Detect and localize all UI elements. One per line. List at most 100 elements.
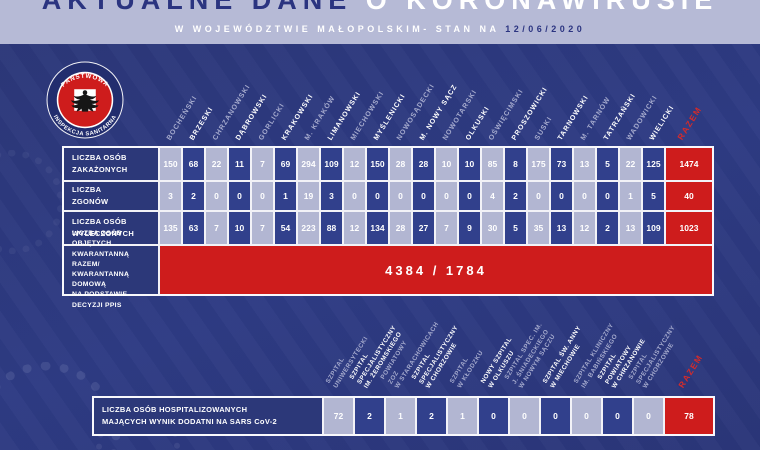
data-cell: 7 [252, 212, 273, 244]
data-cell: 35 [528, 212, 549, 244]
data-cell: 28 [413, 148, 434, 180]
data-cell: 28 [390, 148, 411, 180]
data-cell: 5 [597, 148, 618, 180]
data-cell: 0 [574, 182, 595, 210]
data-cell: 12 [574, 212, 595, 244]
data-cell: 0 [510, 398, 539, 434]
data-cell: 294 [298, 148, 319, 180]
data-cell: 3 [160, 182, 181, 210]
data-cell: 73 [551, 148, 572, 180]
data-cell: 12 [344, 148, 365, 180]
data-cell: 0 [479, 398, 508, 434]
data-cell: 10 [229, 212, 250, 244]
data-cell: 0 [413, 182, 434, 210]
eagle-icon [71, 90, 99, 112]
data-cell: 1 [448, 398, 477, 434]
data-cell: 2 [505, 182, 526, 210]
data-cell: 10 [459, 148, 480, 180]
data-cell: 69 [275, 148, 296, 180]
data-cell: 22 [206, 148, 227, 180]
data-cell: 7 [252, 148, 273, 180]
data-cell: 5 [505, 212, 526, 244]
data-cell: 12 [344, 212, 365, 244]
data-cell: 2 [597, 212, 618, 244]
report-date: 12/06/2020 [505, 24, 586, 34]
county-table: LICZBA OSÓB ZAKAŻONYCH 150 68 22 11 7 69 294 109… [62, 146, 714, 309]
data-cell: 1 [620, 182, 641, 210]
row-label: LICZBA OSÓB ZAKAŻONYCH [64, 148, 158, 180]
data-cell: 1 [386, 398, 415, 434]
data-cell: 1 [275, 182, 296, 210]
total-cell: 1023 [666, 212, 712, 244]
data-cell: 68 [183, 148, 204, 180]
row-label: LICZBA ZGONÓW [64, 182, 158, 210]
data-cell: 0 [252, 182, 273, 210]
data-cell: 150 [160, 148, 181, 180]
data-cell: 0 [551, 182, 572, 210]
data-cell: 134 [367, 212, 388, 244]
data-cell: 0 [603, 398, 632, 434]
quarantine-value: 4384 / 1784 [160, 246, 712, 294]
data-cell: 109 [321, 148, 342, 180]
virus-doodle [0, 150, 64, 254]
data-cell: 2 [355, 398, 384, 434]
data-cell: 0 [528, 182, 549, 210]
data-cell: 0 [206, 182, 227, 210]
data-cell: 3 [321, 182, 342, 210]
data-cell: 88 [321, 212, 342, 244]
razem-column-header: RAZEM [675, 103, 704, 142]
data-cell: 11 [229, 148, 250, 180]
data-cell: 2 [417, 398, 446, 434]
data-cell: 125 [643, 148, 664, 180]
subtitle-text: W WOJEWÓDZTWIE MAŁOPOLSKIM- STAN NA [174, 24, 500, 34]
data-cell: 2 [183, 182, 204, 210]
data-cell: 13 [551, 212, 572, 244]
sanepid-logo: PAŃSTWOWA INSPEKCJA SANITARNA [46, 61, 124, 139]
data-cell: 85 [482, 148, 503, 180]
data-cell: 0 [597, 182, 618, 210]
data-cell: 0 [459, 182, 480, 210]
data-cell: 10 [436, 148, 457, 180]
data-cell: 109 [643, 212, 664, 244]
data-cell: 13 [620, 212, 641, 244]
total-cell: 40 [666, 182, 712, 210]
page-subtitle: W WOJEWÓDZTWIE MAŁOPOLSKIM- STAN NA 12/0… [0, 24, 760, 34]
data-cell: 0 [344, 182, 365, 210]
data-cell: 223 [298, 212, 319, 244]
data-cell: 22 [620, 148, 641, 180]
data-cell: 72 [324, 398, 353, 434]
row-label: LICZBA OSÓB WYLECZONYCH [64, 212, 158, 244]
data-cell: 63 [183, 212, 204, 244]
data-cell: 0 [390, 182, 411, 210]
data-cell: 0 [436, 182, 457, 210]
data-cell: 28 [390, 212, 411, 244]
data-cell: 0 [541, 398, 570, 434]
data-cell: 7 [436, 212, 457, 244]
title-band: AKTUALNE DANE O KORONAWIRUSIE W WOJEWÓDZ… [0, 0, 760, 44]
data-cell: 0 [229, 182, 250, 210]
data-cell: 150 [367, 148, 388, 180]
hospital-table: LICZBA OSÓB HOSPITALIZOWANYCH MAJĄCYCH W… [92, 396, 715, 436]
data-cell: 175 [528, 148, 549, 180]
data-cell: 0 [367, 182, 388, 210]
data-cell: 9 [459, 212, 480, 244]
page-title-dark: AKTUALNE DANE [41, 0, 353, 15]
page-title: AKTUALNE DANE O KORONAWIRUSIE [0, 0, 760, 16]
data-cell: 8 [505, 148, 526, 180]
data-cell: 27 [413, 212, 434, 244]
razem-column-header: RAZEM [676, 351, 705, 390]
data-cell: 30 [482, 212, 503, 244]
data-cell: 135 [160, 212, 181, 244]
data-cell: 0 [572, 398, 601, 434]
hospital-row-label: LICZBA OSÓB HOSPITALIZOWANYCH MAJĄCYCH W… [94, 398, 322, 434]
data-cell: 4 [482, 182, 503, 210]
total-cell: 1474 [666, 148, 712, 180]
data-cell: 5 [643, 182, 664, 210]
data-cell: 54 [275, 212, 296, 244]
data-cell: 13 [574, 148, 595, 180]
total-cell: 78 [665, 398, 713, 434]
data-cell: 19 [298, 182, 319, 210]
quarantine-label: LICZBA OSÓB OBJĘTYCH KWARANTANNĄ RAZEM/ … [64, 230, 158, 309]
data-cell: 0 [634, 398, 663, 434]
